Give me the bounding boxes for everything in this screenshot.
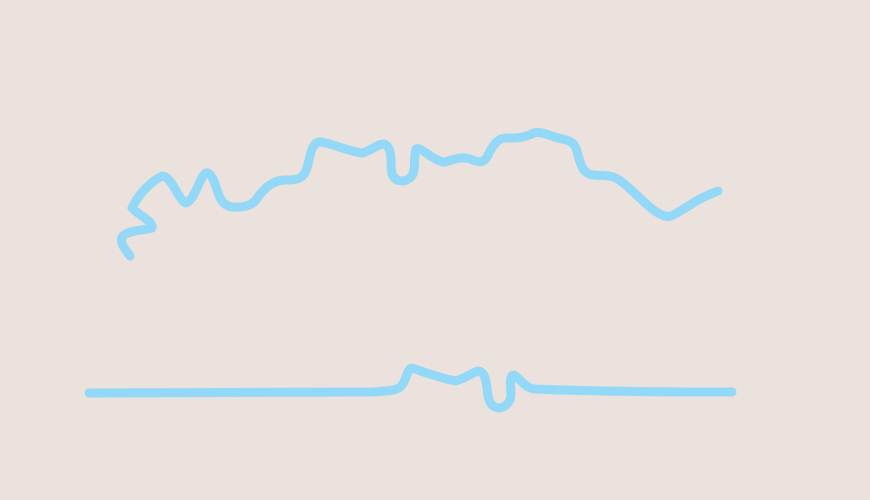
lower-flat-stroke <box>84 363 737 413</box>
upper-wavy-stroke <box>116 128 723 261</box>
